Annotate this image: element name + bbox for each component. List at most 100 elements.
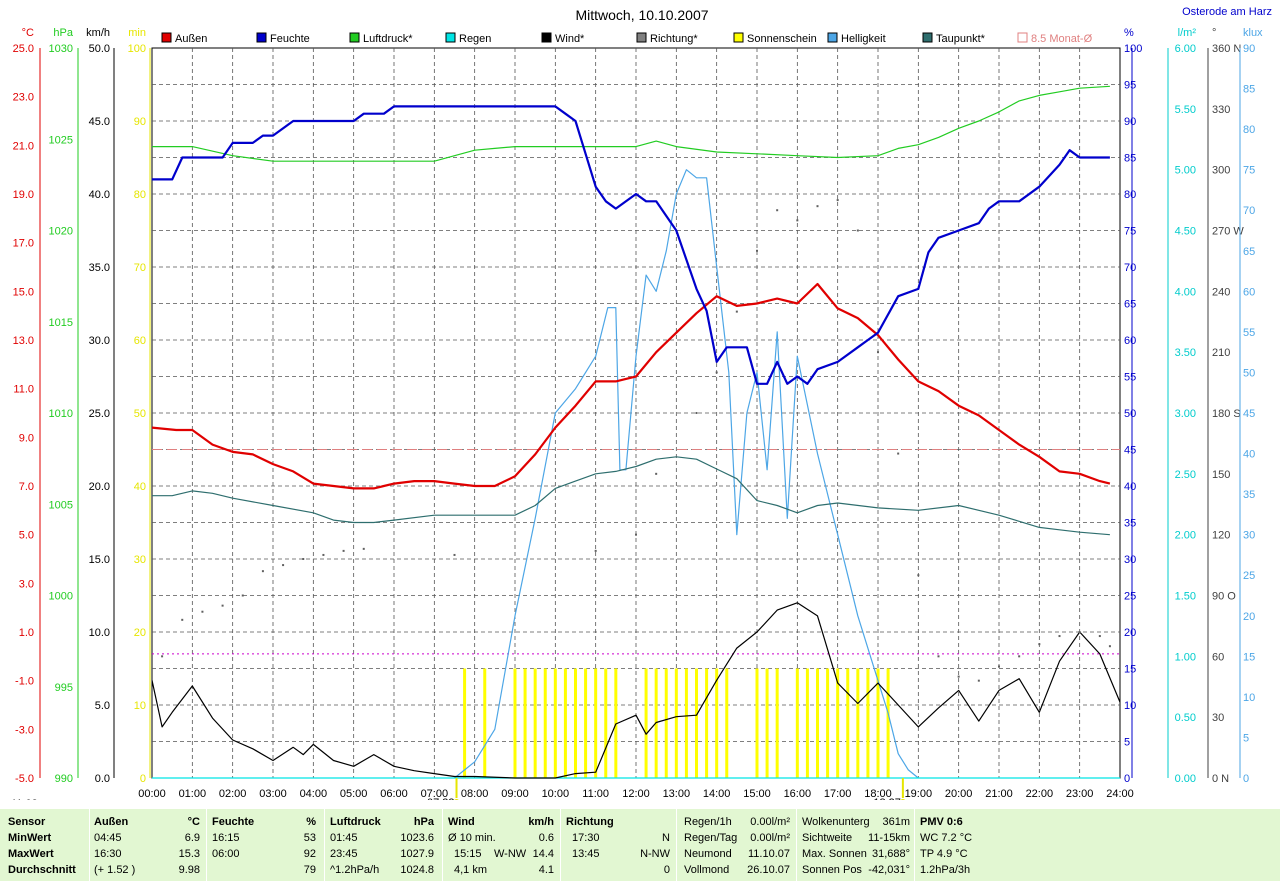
time-tick: 23:00 (1066, 788, 1094, 800)
brightness-axis-tick: 75 (1243, 165, 1255, 177)
legend-label: Luftdruck* (363, 33, 413, 45)
humidity-axis-tick: 95 (1124, 80, 1136, 92)
sun-axis-tick: 20 (134, 627, 146, 639)
direction-point (756, 249, 758, 252)
temp-axis-tick: -5.0 (15, 773, 34, 785)
sunshine-bar (725, 668, 729, 778)
direction-point (1108, 645, 1111, 648)
direction-point (241, 594, 244, 597)
legend-swatch (1017, 32, 1028, 43)
humidity-axis-tick: 90 (1124, 116, 1136, 128)
legend-swatch (256, 32, 267, 43)
direction-point (181, 618, 184, 621)
sunshine-bar (846, 668, 850, 778)
time-tick: 19:00 (905, 788, 933, 800)
brightness-axis-tick: 35 (1243, 489, 1255, 501)
direction-point (877, 351, 879, 354)
brightness-axis-tick: 50 (1243, 367, 1255, 379)
direction-point (594, 549, 597, 552)
time-tick: 20:00 (945, 788, 973, 800)
brightness-line (454, 169, 919, 779)
sunshine-bar (816, 668, 819, 778)
rain-axis-tick: 0.50 (1175, 712, 1196, 724)
chart-markers: 11:03 07:33 18:37 (11, 778, 906, 800)
direction-point (937, 655, 940, 658)
row-label-avg: Durchschnitt (8, 864, 76, 876)
legend-label: Helligkeit (841, 33, 886, 45)
direction-axis-tick: 360 N (1212, 43, 1241, 55)
brightness-axis-tick: 70 (1243, 205, 1255, 217)
temp-axis-unit: °C (22, 27, 34, 39)
rain-axis-tick: 0.00 (1175, 773, 1196, 785)
sun-axis-tick: 0 (140, 773, 146, 785)
direction-axis-tick: 240 (1212, 286, 1230, 298)
direction-point (957, 675, 960, 678)
weather-chart: Mittwoch, 10.10.2007 Osterode am Harz Au… (11, 6, 1272, 800)
direction-point (453, 553, 456, 556)
sunshine-bar (826, 668, 830, 778)
sun-axis-tick: 40 (134, 481, 146, 493)
direction-point (1058, 635, 1061, 638)
direction-point (1038, 643, 1041, 646)
direction-point (735, 310, 738, 313)
humidity-axis-tick: 65 (1124, 299, 1136, 311)
time-tick: 05:00 (340, 788, 368, 800)
brightness-axis-unit: klux (1243, 27, 1263, 39)
time-tick: 16:00 (784, 788, 812, 800)
temp-axis-tick: 7.0 (19, 481, 34, 493)
humidity-axis-tick: 70 (1124, 262, 1136, 274)
time-tick: 02:00 (219, 788, 247, 800)
regen-stats: Regen/1h 0.00l/m² Regen/Tag 0.00l/m² Neu… (684, 816, 790, 876)
station-name: Osterode am Harz (1182, 6, 1272, 18)
sunshine-bar (513, 668, 517, 778)
direction-point (1018, 655, 1021, 658)
sunshine-bar (695, 668, 698, 778)
sunshine-bar (563, 668, 567, 778)
pressure-axis-tick: 1030 (49, 43, 73, 55)
direction-point (342, 549, 345, 552)
sunshine-bar (553, 668, 557, 778)
time-tick: 12:00 (622, 788, 650, 800)
humidity-axis-tick: 0 (1124, 773, 1130, 785)
direction-point (201, 610, 204, 613)
sunshine-bar (644, 668, 648, 778)
pressure-axis-tick: 995 (55, 682, 73, 694)
direction-axis-tick: 210 (1212, 347, 1230, 359)
rain-axis-tick: 2.50 (1175, 469, 1196, 481)
sunshine-bar (664, 668, 668, 778)
richtung-stats: Richtung 17:30 N 13:45 N-NW 0 (566, 816, 670, 876)
sunshine-bar (876, 668, 880, 778)
direction-point (776, 209, 779, 212)
sunshine-bar (705, 668, 709, 778)
pressure-axis-tick: 1010 (49, 408, 73, 420)
brightness-axis-tick: 0 (1243, 773, 1249, 785)
sunshine-bar (463, 668, 467, 778)
sun-axis-tick: 100 (128, 43, 146, 55)
wind-axis-tick: 20.0 (89, 481, 110, 493)
chart-series (151, 85, 1121, 779)
sunshine-bar (483, 668, 487, 778)
humidity-axis-tick: 75 (1124, 226, 1136, 238)
rain-axis-tick: 6.00 (1175, 43, 1196, 55)
sunshine-bar (543, 668, 547, 778)
direction-point (977, 679, 980, 682)
humidity-axis-tick: 5 (1124, 737, 1130, 749)
temp-axis-tick: -1.0 (15, 676, 34, 688)
direction-point (221, 604, 224, 607)
direction-point (816, 205, 819, 208)
brightness-axis-tick: 85 (1243, 84, 1255, 96)
wind-axis-tick: 15.0 (89, 554, 110, 566)
time-tick: 24:00 (1106, 788, 1134, 800)
sunshine-bar (715, 668, 719, 778)
sunshine-bar (604, 668, 608, 778)
sunshine-bar (574, 668, 577, 778)
humidity-axis-tick: 25 (1124, 591, 1136, 603)
time-tick: 01:00 (179, 788, 207, 800)
pressure-line (152, 85, 1110, 162)
humidity-line (152, 105, 1110, 385)
time-tick: 09:00 (501, 788, 529, 800)
direction-point (695, 412, 698, 414)
legend-label: Wind* (555, 33, 585, 45)
sun-axis-tick: 80 (134, 189, 146, 201)
pressure-axis-tick: 1020 (49, 226, 73, 238)
